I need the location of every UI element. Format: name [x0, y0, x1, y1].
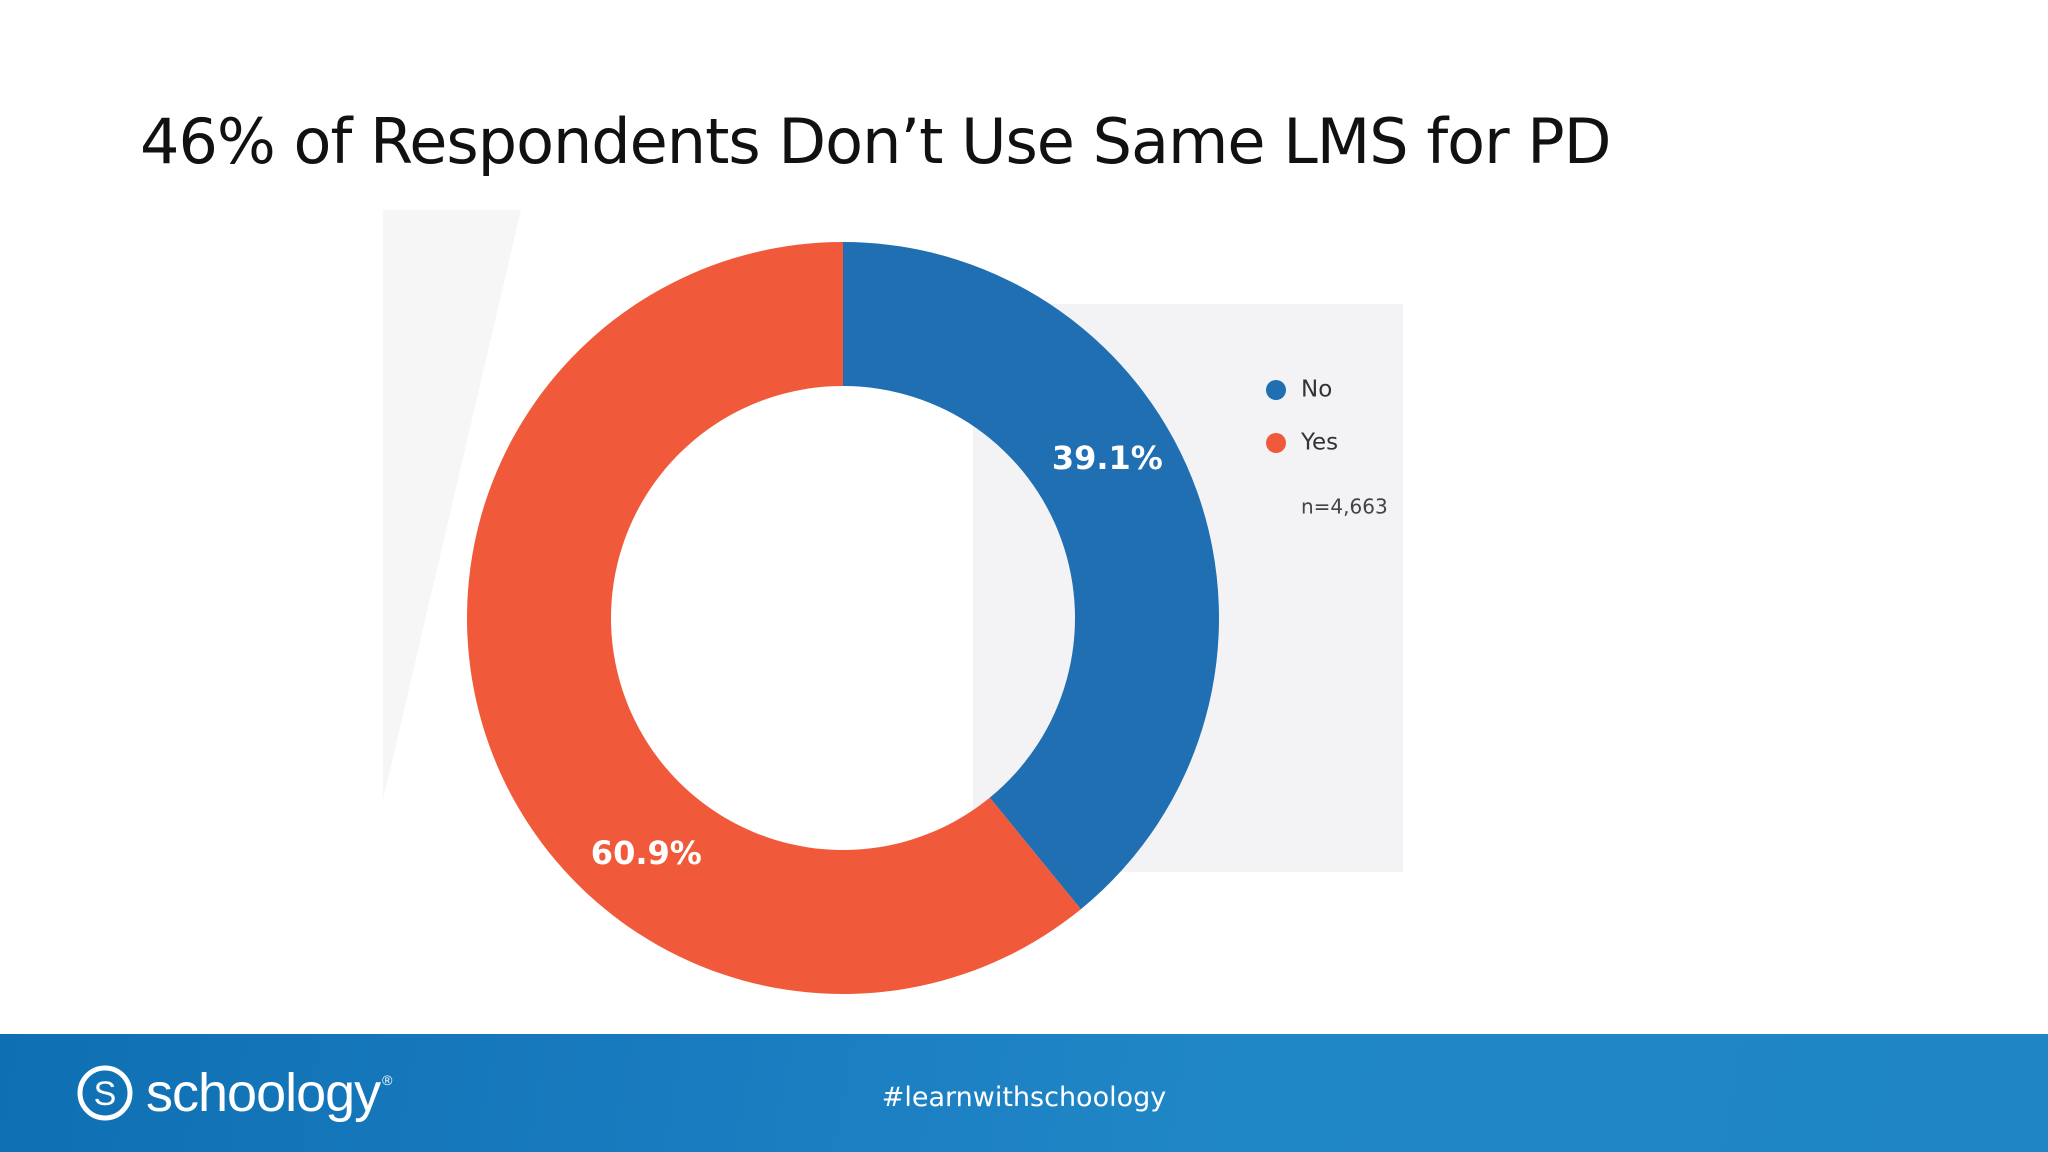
slice-label-no: 39.1%	[1052, 439, 1163, 477]
schoology-logo: S schoology ®	[76, 1062, 393, 1124]
chart-slice-labels: 39.1% 60.9%	[591, 439, 1163, 872]
svg-text:S: S	[94, 1075, 117, 1113]
donut-slice-yes	[466, 242, 1081, 994]
footer-hashtag: #learnwithschoology	[881, 1082, 1167, 1113]
legend-swatch-yes	[1266, 433, 1286, 453]
slice-label-yes: 60.9%	[591, 834, 702, 872]
logo-registered-mark: ®	[382, 1072, 393, 1088]
chart-slices	[466, 242, 1219, 994]
slide-title: 46% of Respondents Don’t Use Same LMS fo…	[140, 105, 1611, 178]
legend-sample-size-note: n=4,663	[1301, 495, 1388, 519]
schoology-s-logo-icon: S	[77, 1065, 133, 1121]
chart-bg-left-panel	[383, 210, 521, 800]
legend-label-no: No	[1301, 377, 1332, 403]
logo-wordmark: schoology	[146, 1063, 381, 1123]
donut-chart: 39.1% 60.9% No Yes n=4,663	[383, 210, 1403, 1030]
chart-legend: No Yes n=4,663	[1266, 377, 1388, 519]
legend-swatch-no	[1266, 380, 1286, 400]
legend-label-yes: Yes	[1300, 430, 1338, 456]
footer-bar: S schoology ® #learnwithschoology	[0, 1034, 2048, 1152]
chart-svg: 39.1% 60.9% No Yes n=4,663	[383, 210, 1403, 994]
donut-slice-no	[843, 242, 1219, 910]
